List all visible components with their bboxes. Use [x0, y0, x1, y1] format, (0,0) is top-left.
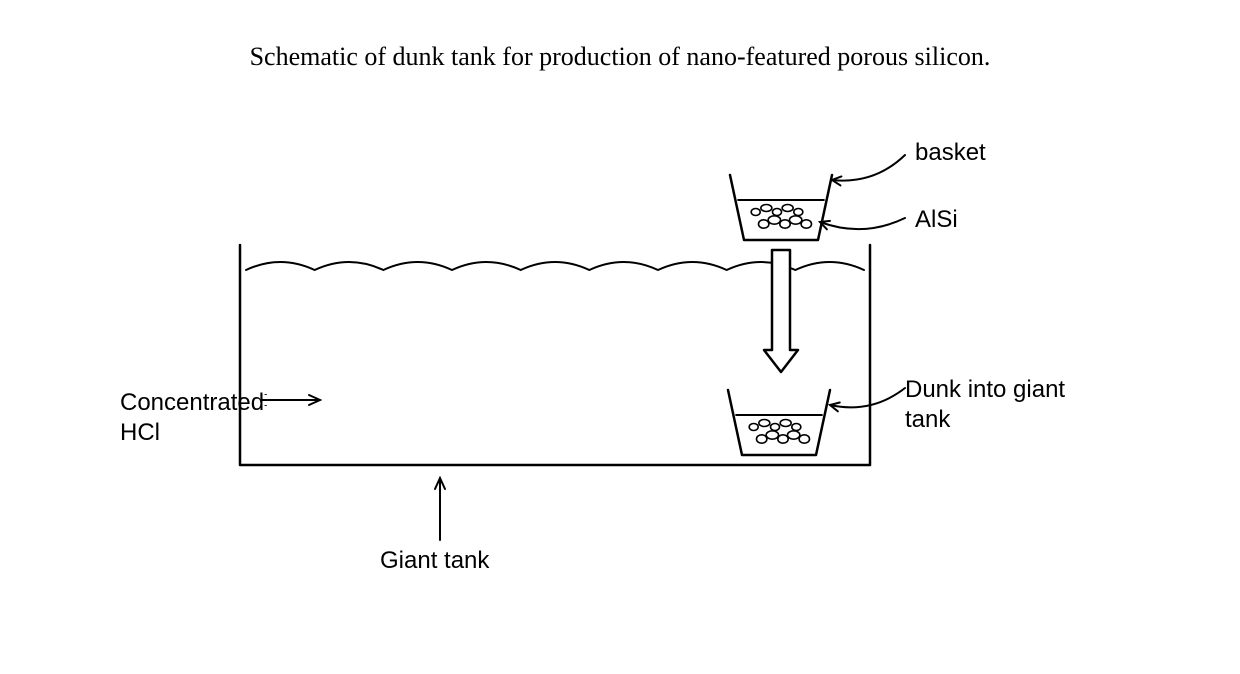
- basket-lower: [728, 390, 830, 455]
- label-dunk: Dunk into giant tank: [905, 375, 1065, 435]
- label-basket: basket: [915, 138, 986, 168]
- diagram-svg: [0, 0, 1240, 674]
- label-alsi: AlSi: [915, 205, 958, 235]
- diagram-canvas: Schematic of dunk tank for production of…: [0, 0, 1240, 674]
- diagram-title: Schematic of dunk tank for production of…: [0, 42, 1240, 72]
- basket-upper: [730, 175, 832, 240]
- label-concentrated: Concentrated HCl: [120, 388, 264, 448]
- label-giant-tank: Giant tank: [380, 546, 489, 576]
